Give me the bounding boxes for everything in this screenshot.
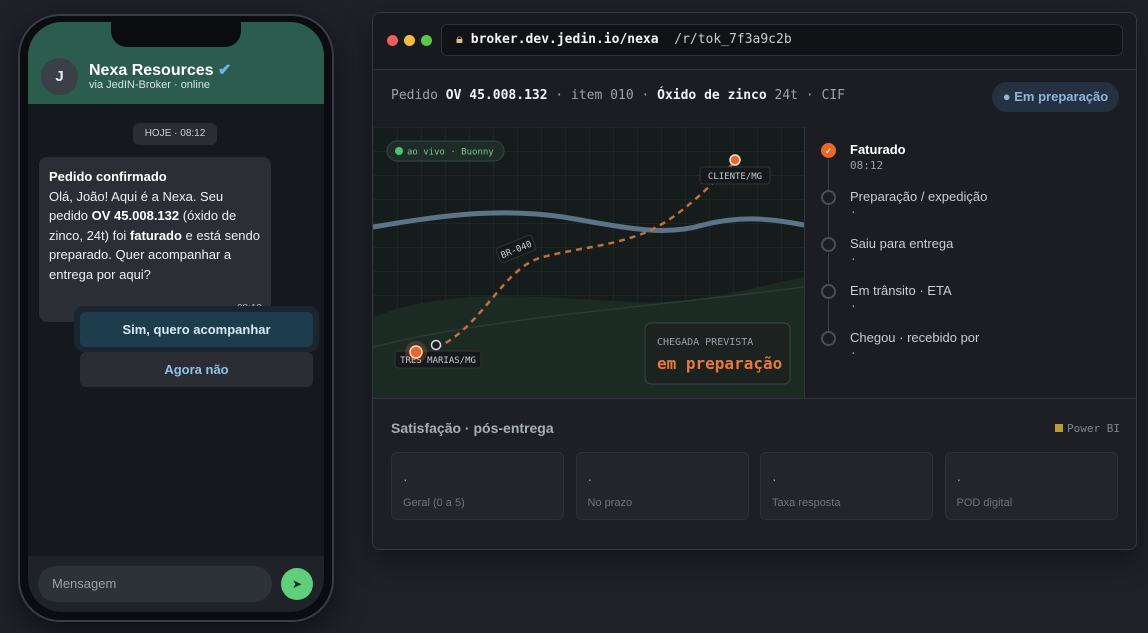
step-indicator	[821, 190, 836, 205]
eta-value: em preparação	[657, 354, 782, 373]
status-pill: ● Em preparação	[992, 82, 1119, 112]
live-dot	[395, 147, 403, 155]
avatar: J	[41, 58, 78, 95]
satisfaction-panel: Satisfação · pós-entrega Power BI · Geral…	[373, 398, 1136, 549]
metric-value: ·	[956, 471, 962, 487]
step-detail: ·	[850, 206, 857, 219]
metric-card: · POD digital	[944, 452, 1118, 520]
contact-name: Nexa Resources ✔	[89, 60, 231, 80]
step-label: Chegou · recebido por	[850, 330, 980, 345]
metric-card: · Geral (0 a 5)	[391, 452, 564, 520]
status-dot: ●	[1002, 89, 1011, 104]
message-input[interactable]: Mensagem	[38, 566, 272, 602]
send-button[interactable]: ➤	[281, 568, 313, 600]
origin-marker	[430, 339, 442, 351]
text-segment: · item 010 ·	[547, 88, 658, 103]
metric-value: ·	[403, 471, 408, 487]
phone: J Nexa Resources ✔ via JedIN-Broker · on…	[18, 14, 334, 622]
live-badge-text: ao vivo · Buonny	[407, 148, 494, 158]
close-dot[interactable]	[387, 35, 398, 46]
text-segment: faturado	[129, 227, 182, 243]
phone-screen: J Nexa Resources ✔ via JedIN-Broker · on…	[28, 22, 324, 612]
source-text: Power BI	[1067, 422, 1120, 435]
step-detail: 08:12	[850, 159, 884, 172]
reply-button[interactable]: Sim, quero acompanhar	[80, 312, 313, 347]
eta-label: CHEGADA PREVISTA	[657, 337, 753, 348]
text-segment: OV 45.008.132	[91, 208, 180, 223]
map: ao vivo · Buonny CLIENTE/MG BR-040 TRES …	[373, 127, 804, 398]
step-label: Em trânsito · ETA	[850, 283, 952, 298]
truck-marker	[409, 345, 423, 359]
metric-label: No prazo	[587, 497, 633, 509]
label-box	[699, 166, 771, 185]
timeline-connector	[828, 206, 829, 237]
text-segment: Pedido	[391, 88, 446, 103]
river	[373, 210, 804, 233]
browser-window: 🔒︎ broker.dev.jedin.io/nexa /r/tok_7f3a9…	[372, 12, 1137, 550]
eta-box	[644, 322, 791, 385]
order-line: Pedido OV 45.008.132 · item 010 · Óxido …	[391, 88, 845, 103]
terrain-line	[373, 286, 804, 348]
maximize-dot[interactable]	[421, 35, 432, 46]
step-detail: ·	[850, 253, 857, 266]
step-detail: ·	[850, 300, 857, 313]
origin-label: TRES MARIAS/MG	[400, 356, 476, 366]
source-badge: Power BI	[1055, 422, 1120, 435]
text-segment: Olá, João! Aqui é a Nexa. Seu pedido	[49, 188, 224, 224]
source-icon	[1055, 424, 1064, 432]
reply-button[interactable]: Agora não	[80, 352, 313, 387]
text-segment: e está sendo preparado. Quer acompanhar …	[49, 227, 260, 282]
step-label: Preparação / expedição	[850, 189, 988, 204]
step-indicator	[821, 331, 836, 346]
date-pill: HOJE · 08:12	[133, 123, 217, 145]
contact-subtitle: via JedIN-Broker · online	[89, 79, 211, 91]
metric-value: ·	[772, 471, 777, 487]
text-segment: (óxido de zinco, 24t) foi	[49, 208, 237, 243]
destination-label: CLIENTE/MG	[708, 172, 762, 182]
lock-icon: 🔒︎	[456, 32, 463, 47]
text-segment: OV 45.008.132	[445, 88, 548, 103]
status-text: Em preparação	[1014, 89, 1109, 104]
url-bar[interactable]: 🔒︎ broker.dev.jedin.io/nexa /r/tok_7f3a9…	[441, 24, 1123, 56]
route	[435, 161, 736, 350]
step-indicator	[821, 237, 836, 252]
step-detail: ·	[850, 347, 857, 360]
notch	[111, 22, 241, 47]
metric-value: ·	[587, 471, 593, 487]
url-host: broker.dev.jedin.io/nexa	[470, 32, 659, 47]
text-segment: 24t · CIF	[766, 88, 845, 103]
verified-icon: ✔	[217, 62, 232, 79]
message-title: Pedido confirmado	[49, 169, 167, 184]
message-body: Olá, João! Aqui é a Nexa. Seu pedido OV …	[49, 187, 261, 285]
timeline-connector	[828, 300, 829, 331]
metric-card: · Taxa resposta	[760, 452, 933, 520]
destination-marker	[729, 154, 741, 166]
timeline-connector	[828, 159, 829, 190]
contact-name-text: Nexa Resources	[89, 62, 214, 79]
metric-label: POD digital	[956, 497, 1013, 509]
metric-label: Geral (0 a 5)	[403, 497, 465, 509]
metric-card: · No prazo	[575, 452, 749, 520]
message-bubble: Pedido confirmado Olá, João! Aqui é a Ne…	[39, 157, 271, 322]
timeline-connector	[828, 253, 829, 284]
timeline: ✓ Faturado 08:12 Preparação / expedição · Sai…	[804, 127, 1136, 398]
step-indicator	[821, 284, 836, 299]
step-label: Faturado	[850, 142, 906, 157]
live-badge	[386, 140, 505, 162]
step-indicator: ✓	[821, 143, 836, 158]
minimize-dot[interactable]	[404, 35, 415, 46]
url-path: /r/tok_7f3a9c2b	[674, 32, 792, 47]
metric-label: Taxa resposta	[772, 497, 841, 509]
label-box	[495, 234, 537, 264]
text-segment: Óxido de zinco	[657, 88, 767, 103]
step-label: Saiu para entrega	[850, 236, 954, 251]
title-bar: 🔒︎ broker.dev.jedin.io/nexa /r/tok_7f3a9…	[373, 13, 1136, 70]
satisfaction-title: Satisfação · pós-entrega	[391, 420, 554, 436]
